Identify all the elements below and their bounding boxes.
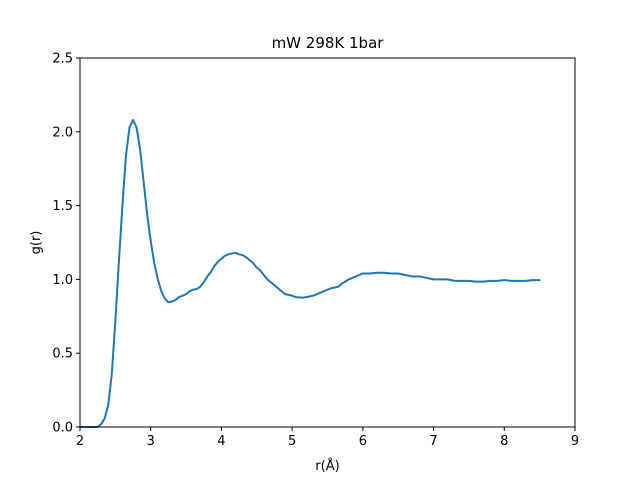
y-tick-label: 2.0 [52,125,73,140]
x-tick-label: 7 [429,434,437,449]
y-tick-label: 1.0 [52,273,73,288]
y-tick-label: 2.5 [52,52,73,67]
x-tick-label: 6 [359,434,367,449]
y-tick-label: 0.5 [52,347,73,362]
chart-title: mW 298K 1bar [272,34,385,52]
series-line-0 [79,118,541,428]
y-tick-label: 0.0 [52,421,73,436]
x-tick-label: 2 [76,434,84,449]
y-tick-label: 1.5 [52,199,73,214]
x-tick-label: 9 [571,434,579,449]
x-tick-label: 3 [147,434,155,449]
x-tick-label: 5 [288,434,296,449]
x-axis-label: r(Å) [315,458,339,474]
x-tick-label: 4 [217,434,225,449]
y-axis-label: g(r) [29,231,44,255]
plot-frame [79,57,576,428]
x-tick-label: 8 [500,434,508,449]
x-axis: 2 3 4 5 6 7 8 9 [76,427,579,449]
y-axis: 0.0 0.5 1.0 1.5 2.0 2.5 [52,52,80,436]
series-layer [79,118,541,428]
